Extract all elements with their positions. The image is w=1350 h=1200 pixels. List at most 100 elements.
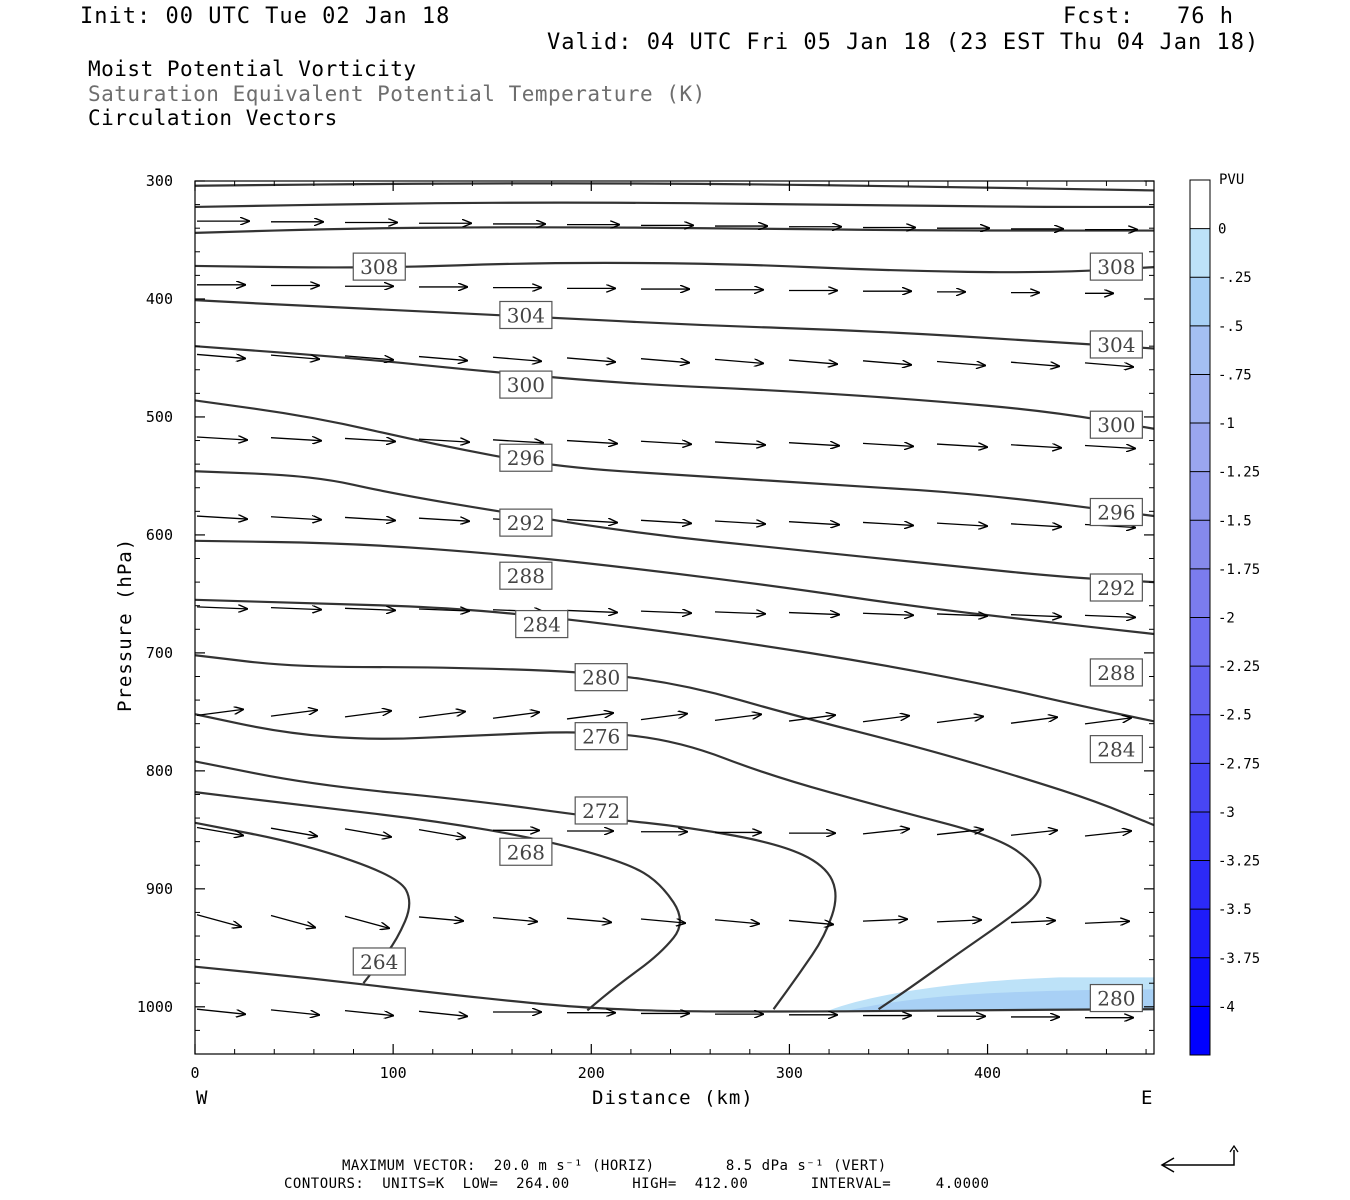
contour-label-264: 264	[352, 947, 406, 976]
colorbar-label: -1.75	[1218, 562, 1260, 578]
theta-es-contour-272	[195, 760, 837, 1010]
colorbar-swatch	[1190, 860, 1210, 910]
contour-label-268: 268	[499, 837, 553, 866]
contour-label-304: 304	[499, 300, 553, 330]
circulation-vector	[196, 709, 243, 717]
contour-label-284: 284	[1089, 735, 1143, 764]
circulation-vector	[640, 520, 691, 523]
circulation-vector	[1010, 830, 1057, 836]
contour-label-280: 280	[1089, 983, 1143, 1013]
y-tick-label: 800	[146, 762, 173, 780]
colorbar-label: -1.25	[1218, 465, 1260, 481]
circulation-vector	[1010, 524, 1061, 527]
svg-text:288: 288	[1097, 661, 1135, 685]
theta-es-contour-308	[195, 261, 1154, 274]
circulation-vector	[566, 358, 615, 362]
contour-label-288: 288	[1089, 658, 1143, 687]
colorbar-label: -2	[1218, 611, 1235, 627]
circulation-vector	[344, 608, 395, 610]
y-axis-label: Pressure (hPa)	[114, 537, 136, 712]
theta-es-contour-280	[195, 598, 1154, 723]
colorbar-swatch	[1190, 909, 1210, 959]
circulation-vector	[1084, 831, 1131, 837]
x-tick-label: 100	[380, 1064, 407, 1082]
colorbar-swatch	[1190, 763, 1210, 813]
colorbar-swatch	[1190, 714, 1210, 764]
svg-text:272: 272	[582, 799, 620, 823]
circulation-vector	[418, 828, 465, 838]
svg-text:292: 292	[1097, 576, 1135, 600]
x-tick-label: 0	[190, 1064, 199, 1082]
colorbar-label: -4	[1218, 999, 1235, 1015]
circulation-vector	[344, 438, 395, 441]
contour-label-292: 292	[499, 508, 553, 537]
circulation-vector	[566, 441, 617, 444]
circulation-vector	[714, 521, 765, 524]
svg-text:268: 268	[507, 840, 545, 864]
colorbar-label: -2.5	[1218, 708, 1252, 724]
circulation-vector	[788, 360, 837, 364]
y-tick-label: 600	[146, 526, 173, 544]
y-tick-label: 500	[146, 408, 173, 426]
svg-text:304: 304	[507, 303, 545, 327]
circulation-vector	[862, 443, 913, 446]
contour-label-308: 308	[1089, 252, 1143, 281]
circulation-vector	[788, 522, 839, 525]
circulation-vector	[418, 357, 467, 361]
plot-frame	[194, 180, 1155, 1055]
circulation-vector	[714, 714, 761, 722]
circulation-vector	[418, 1010, 467, 1016]
circulation-vector	[640, 359, 689, 363]
theta-es-contour-268	[195, 791, 682, 1012]
circulation-vector	[196, 914, 241, 927]
circulation-vector	[270, 827, 317, 836]
circulation-vector	[1084, 615, 1135, 617]
circulation-vector	[492, 712, 539, 719]
circulation-vector	[344, 517, 395, 520]
colorbar-label: -3	[1218, 805, 1235, 821]
circulation-vector	[196, 354, 245, 358]
svg-text:288: 288	[507, 564, 545, 588]
svg-text:284: 284	[523, 613, 561, 637]
circulation-vector	[640, 714, 687, 721]
colorbar-swatch	[1190, 228, 1210, 278]
colorbar-swatch	[1190, 811, 1210, 862]
svg-text:308: 308	[1097, 255, 1135, 279]
theta-es-contour-300	[195, 345, 1154, 430]
circulation-vector	[270, 608, 321, 610]
colorbar-swatch	[1190, 423, 1210, 473]
colorbar-swatch	[1190, 325, 1210, 375]
circulation-vector	[714, 359, 763, 363]
colorbar-label: -1	[1218, 416, 1235, 432]
theta-es-contour-292	[195, 470, 1154, 584]
svg-text:300: 300	[507, 373, 545, 397]
colorbar-swatch	[1190, 1006, 1210, 1056]
circulation-vector	[788, 920, 833, 924]
circulation-vector	[936, 830, 983, 836]
contour-label-304: 304	[1089, 330, 1143, 359]
theta-es-contour-276	[195, 713, 1042, 1011]
contour-label-288: 288	[499, 561, 553, 590]
colorbar-swatch	[1190, 180, 1210, 230]
circulation-vector	[492, 918, 537, 922]
circulation-vector	[196, 1008, 245, 1014]
circulation-vector	[862, 829, 909, 835]
circulation-vector	[788, 443, 839, 446]
valid-time: Valid: 04 UTC Fri 05 Jan 18 (23 EST Thu …	[547, 30, 1260, 55]
circulation-vector	[1010, 717, 1057, 724]
theta-es-contour-296	[195, 399, 1154, 518]
theta-es-contour-288	[195, 539, 1154, 636]
y-tick-label: 400	[146, 290, 173, 308]
y-tick-label: 1000	[137, 998, 173, 1016]
circulation-vector	[862, 522, 913, 525]
colorbar-swatch	[1190, 374, 1210, 424]
colorbar-label: -2.75	[1218, 756, 1260, 772]
contour-label-292: 292	[1089, 573, 1143, 602]
circulation-vector	[714, 920, 759, 924]
circulation-vector	[862, 716, 909, 723]
contour-label-300: 300	[1089, 410, 1143, 439]
circulation-vector	[640, 441, 691, 444]
circulation-vector	[1084, 363, 1133, 367]
contour-label-300: 300	[499, 370, 553, 399]
theta-es-contour	[195, 965, 1154, 1013]
